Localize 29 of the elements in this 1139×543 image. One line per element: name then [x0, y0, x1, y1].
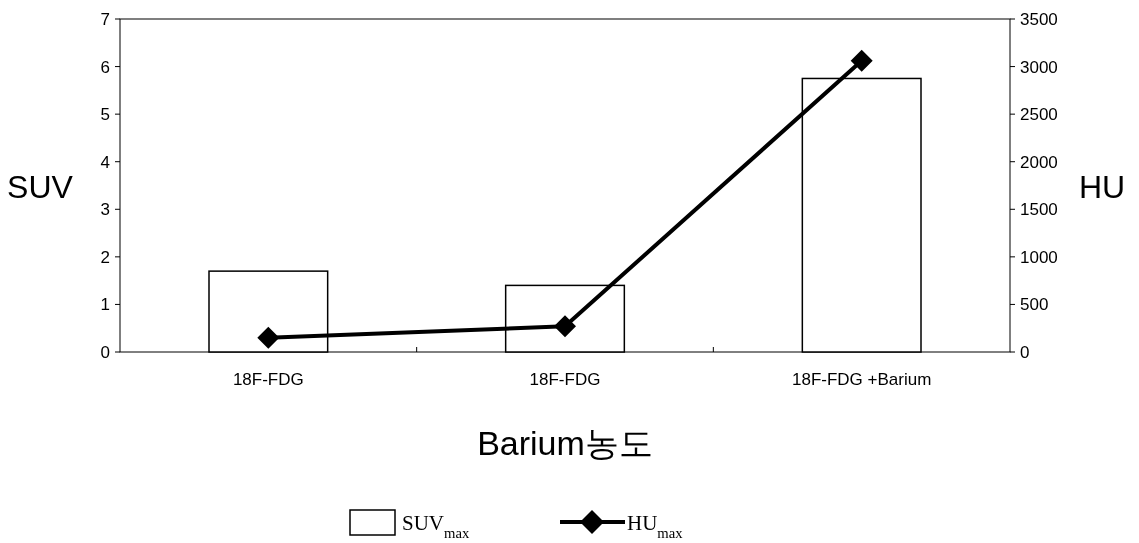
- x-tick-label: 18F-FDG: [529, 370, 601, 389]
- x-tick-label: 18F-FDG: [232, 370, 304, 389]
- y2-tick-label: 1500: [1020, 200, 1058, 220]
- y-tick-label: 3: [100, 200, 110, 220]
- y-tick-label: 4: [100, 152, 110, 172]
- y-tick-label: 7: [100, 10, 110, 29]
- legend-label: SUV$_{max}$: [402, 511, 470, 541]
- y-tick-label: 1: [100, 295, 110, 315]
- y-tick-label: 5: [100, 105, 110, 125]
- x-tick-label: 18F-FDG +Barium: [791, 370, 932, 389]
- point: [257, 326, 280, 349]
- y2-tick-label: 2500: [1020, 105, 1058, 125]
- legend-label: HU$_{max}$: [627, 511, 684, 541]
- y2-tick-label: 2000: [1020, 152, 1058, 172]
- legend-item: SUV$_{max}$: [349, 509, 470, 541]
- y2-tick-label: 1000: [1020, 247, 1058, 267]
- y2-axis-title: HU: [1078, 168, 1126, 205]
- y-tick-label: 6: [100, 57, 110, 77]
- x-axis-title: Barium농도: [477, 424, 653, 462]
- point: [850, 49, 873, 72]
- y2-tick-label: 3500: [1020, 10, 1058, 29]
- y2-tick-label: 3000: [1020, 57, 1058, 77]
- legend-item: HU$_{max}$: [560, 510, 683, 541]
- y-axis-title: SUV: [7, 168, 74, 205]
- y2-tick-label: 0: [1020, 343, 1030, 362]
- point: [554, 315, 576, 338]
- y2-tick-label: 500: [1020, 295, 1049, 315]
- y-tick-label: 0: [100, 343, 110, 362]
- y-tick-label: 2: [100, 247, 110, 267]
